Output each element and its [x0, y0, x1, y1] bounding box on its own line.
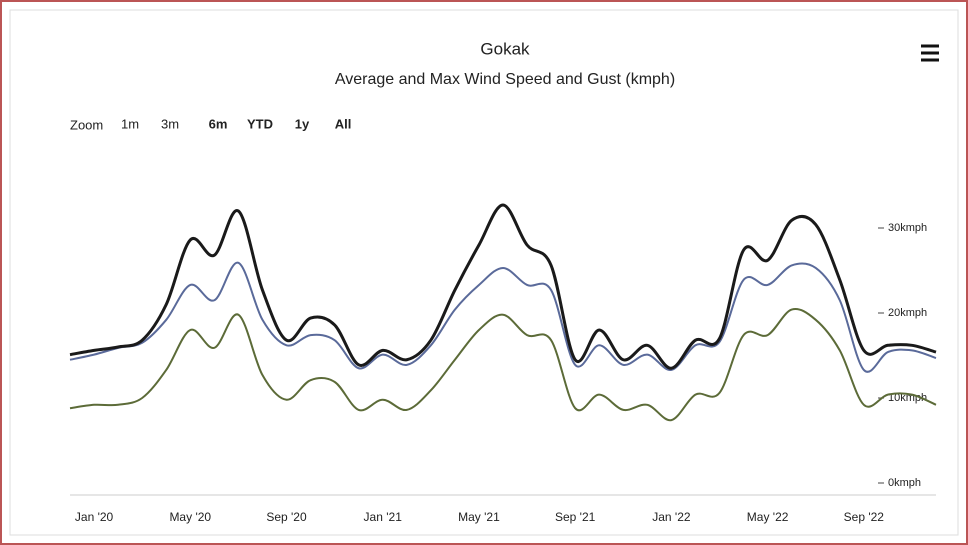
- chart-panel: [9, 9, 959, 536]
- x-tick-label: Sep '21: [555, 510, 596, 524]
- zoom-button: 1m: [121, 116, 139, 131]
- x-tick-label: Jan '21: [364, 510, 403, 524]
- x-tick-label: Sep '20: [266, 510, 307, 524]
- x-tick-label: May '21: [458, 510, 500, 524]
- x-tick-label: Jan '22: [652, 510, 691, 524]
- zoom-button[interactable]: All: [335, 116, 352, 131]
- y-tick-label: 20kmph: [888, 307, 927, 319]
- x-tick-label: Jan '20: [75, 510, 114, 524]
- series-line: [69, 203, 937, 370]
- series-line: [69, 261, 937, 373]
- menu-icon[interactable]: [921, 44, 939, 62]
- y-tick-label: 30kmph: [888, 222, 927, 234]
- zoom-label: Zoom: [70, 117, 103, 132]
- zoom-button[interactable]: 1y: [295, 116, 310, 131]
- zoom-button: 3m: [161, 116, 179, 131]
- series-line: [69, 308, 937, 422]
- x-tick-label: May '22: [747, 510, 789, 524]
- zoom-button[interactable]: 6m: [209, 116, 228, 131]
- y-tick-label: 0kmph: [888, 477, 921, 489]
- chart-title: Gokak: [480, 39, 530, 58]
- zoom-button[interactable]: YTD: [247, 116, 273, 131]
- x-tick-label: Sep '22: [844, 510, 885, 524]
- chart-subtitle: Average and Max Wind Speed and Gust (kmp…: [335, 71, 675, 88]
- x-tick-label: May '20: [169, 510, 211, 524]
- y-tick-label: 10kmph: [888, 392, 927, 404]
